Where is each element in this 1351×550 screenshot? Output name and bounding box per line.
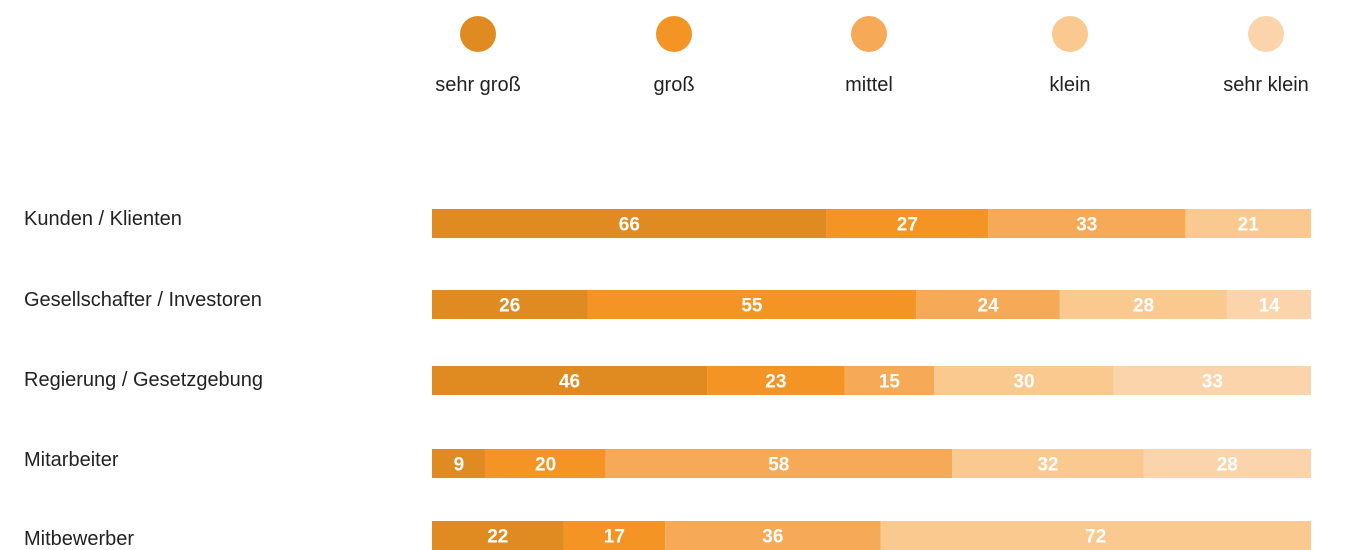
- bar-segment-gross: [707, 366, 845, 395]
- data-label: 17: [604, 527, 625, 548]
- data-label: 33: [1076, 215, 1097, 236]
- legend-swatch-mittel: [851, 16, 887, 52]
- legend-item-mittel: mittel: [845, 16, 893, 96]
- legend-item-sehr-klein: sehr klein: [1223, 16, 1309, 96]
- legend-label-klein: klein: [1049, 74, 1090, 96]
- data-label: 66: [619, 215, 640, 236]
- legend: sehr groß groß mittel klein sehr klein: [435, 16, 1309, 96]
- data-label: 55: [741, 296, 763, 317]
- category-label: Kunden / Klienten: [24, 208, 182, 230]
- data-label: 28: [1217, 455, 1238, 476]
- bar-segment-sehr-gross: [432, 290, 588, 319]
- legend-swatch-gross: [656, 16, 692, 52]
- data-label: 27: [897, 215, 918, 236]
- data-label: 33: [1202, 372, 1223, 393]
- data-label: 30: [1013, 372, 1034, 393]
- bar-segment-mittel: [844, 366, 935, 395]
- data-label: 21: [1238, 215, 1260, 236]
- bar-segment-mittel: [605, 449, 953, 478]
- bar-segment-klein: [934, 366, 1114, 395]
- bar-row-regierung-gesetzgebung: Regierung / Gesetzgebung 46 23 15 30 33: [24, 366, 1311, 395]
- legend-swatch-klein: [1052, 16, 1088, 52]
- bar-segment-gross: [826, 209, 989, 238]
- legend-label-mittel: mittel: [845, 74, 893, 96]
- legend-item-klein: klein: [1049, 16, 1091, 96]
- category-label: Gesellschafter / Investoren: [24, 289, 262, 311]
- bar-segment-gross: [563, 521, 666, 550]
- data-label: 46: [559, 372, 580, 393]
- bar-segment-sehr-gross: [432, 366, 708, 395]
- bar-segment-sehr-klein: [1113, 366, 1311, 395]
- data-label: 28: [1133, 296, 1154, 317]
- legend-swatch-sehr-gross: [460, 16, 496, 52]
- bar-segment-gross: [485, 449, 606, 478]
- bar-row-mitbewerber: Mitbewerber 22 17 36 72: [24, 521, 1311, 550]
- data-label: 15: [879, 372, 901, 393]
- bar-segment-klein: [1059, 290, 1228, 319]
- data-label: 36: [762, 527, 783, 548]
- data-label: 22: [487, 527, 508, 548]
- bar-segment-sehr-klein: [1143, 449, 1311, 478]
- bar-segment-klein: [952, 449, 1144, 478]
- data-label: 26: [499, 296, 520, 317]
- bar-segment-mittel: [665, 521, 881, 550]
- bar-segment-sehr-gross: [432, 449, 486, 478]
- bar-segment-mittel: [988, 209, 1186, 238]
- bar-row-gesellschafter-investoren: Gesellschafter / Investoren 26 55 24 28 14: [24, 289, 1311, 319]
- bar-segment-mittel: [916, 290, 1060, 319]
- category-label: Mitbewerber: [24, 528, 134, 550]
- legend-label-sehr-klein: sehr klein: [1223, 74, 1309, 96]
- legend-item-sehr-gross: sehr groß: [435, 16, 521, 96]
- bar-segment-gross: [587, 290, 917, 319]
- bar-segment-sehr-gross: [432, 521, 564, 550]
- bar-segment-sehr-gross: [432, 209, 827, 238]
- legend-label-gross: groß: [653, 74, 694, 96]
- bar-segment-klein: [880, 521, 1311, 550]
- chart-rows: Kunden / Klienten 66 27 33 21 Gesellschafter …: [24, 208, 1311, 550]
- bar-segment-klein: [1185, 209, 1311, 238]
- category-label: Mitarbeiter: [24, 449, 119, 471]
- data-label: 58: [768, 455, 789, 476]
- legend-swatch-sehr-klein: [1248, 16, 1284, 52]
- bar-row-kunden-klienten: Kunden / Klienten 66 27 33 21: [24, 208, 1311, 238]
- legend-item-gross: groß: [653, 16, 695, 96]
- data-label: 72: [1085, 527, 1106, 548]
- category-label: Regierung / Gesetzgebung: [24, 369, 263, 391]
- data-label: 23: [765, 372, 786, 393]
- data-label: 14: [1259, 296, 1281, 317]
- bar-row-mitarbeiter: Mitarbeiter 9 20 58 32 28: [24, 449, 1311, 478]
- data-label: 20: [535, 455, 556, 476]
- bar-segment-sehr-klein: [1227, 290, 1311, 319]
- data-label: 9: [454, 455, 465, 476]
- data-label: 32: [1037, 455, 1058, 476]
- legend-label-sehr-gross: sehr groß: [435, 74, 521, 96]
- data-label: 24: [978, 296, 1000, 317]
